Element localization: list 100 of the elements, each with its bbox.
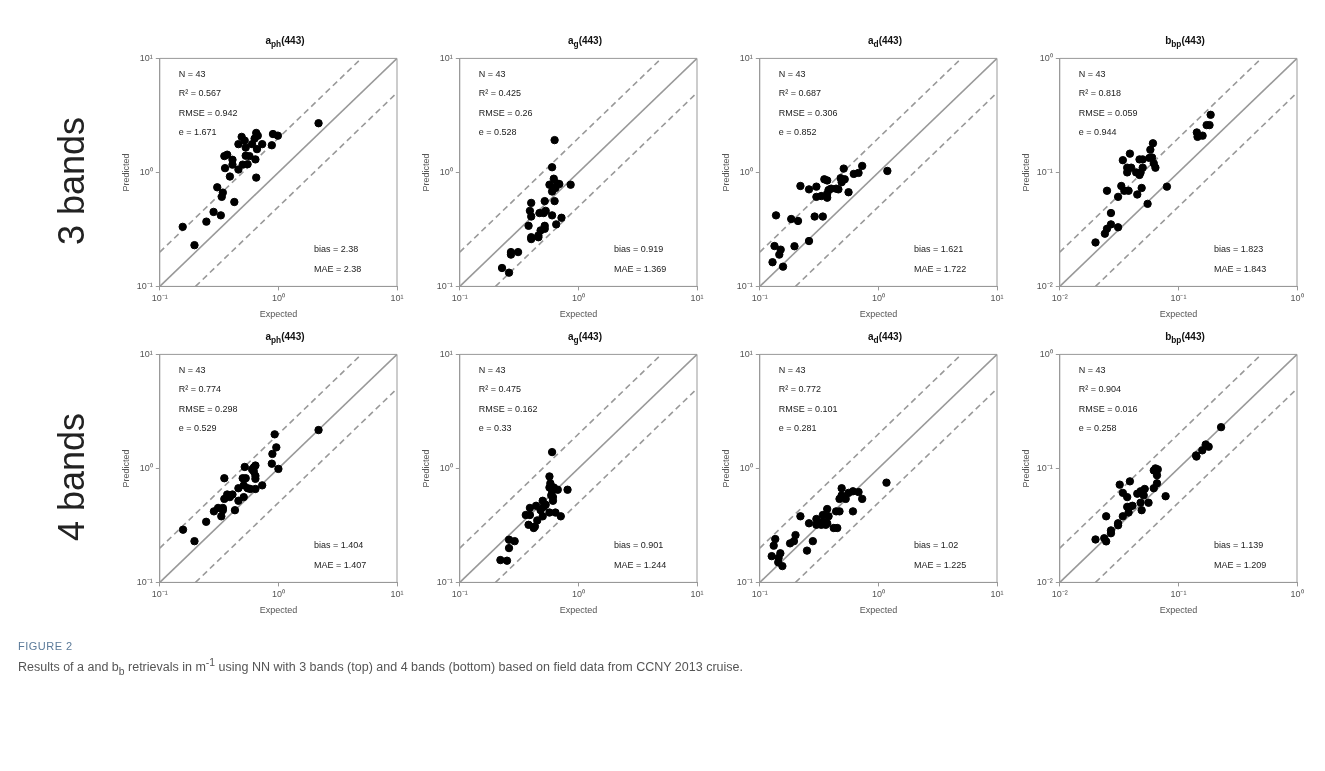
chart-title: a$_{g}$(443) xyxy=(567,330,603,346)
x-tick-label: 10⁻¹ xyxy=(451,293,468,304)
y-tick-label: 10⁻¹ xyxy=(436,576,453,587)
annotation: RMSE = 0.306 xyxy=(778,107,838,118)
x-tick-label: 10¹ xyxy=(990,293,1004,304)
y-tick-label: 10⁰ xyxy=(439,166,453,177)
x-axis-title: Expected xyxy=(559,605,598,616)
annotation: e = 0.281 xyxy=(778,422,817,433)
y-tick-label: 10¹ xyxy=(439,348,453,359)
annotation: RMSE = 0.298 xyxy=(178,403,238,414)
y-axis-title: Predicted xyxy=(120,153,131,192)
y-axis-title: Predicted xyxy=(720,153,731,192)
y-tick-label: 10¹ xyxy=(139,52,153,63)
y-tick-label: 10⁻¹ xyxy=(1036,166,1053,177)
annotation: e = 0.944 xyxy=(1078,126,1117,137)
annotation: e = 0.529 xyxy=(178,422,217,433)
annotation: RMSE = 0.059 xyxy=(1078,107,1138,118)
x-axis-title: Expected xyxy=(859,605,898,616)
x-tick-label: 10¹ xyxy=(990,589,1004,600)
y-tick-label: 10¹ xyxy=(739,348,753,359)
y-axis-title: Predicted xyxy=(120,449,131,488)
x-tick-label: 10⁰ xyxy=(871,589,885,600)
annotation: R² = 0.818 xyxy=(1078,88,1122,99)
x-tick-label: 10⁰ xyxy=(871,293,885,304)
annotation: RMSE = 0.162 xyxy=(478,403,538,414)
y-tick-label: 10⁰ xyxy=(139,462,153,473)
y-tick-label: 10⁻² xyxy=(1036,280,1053,291)
text: Results of a and b$_{b}$ retrievals in m$^{-1}$ using NN with 3 bands (top) and 4 bands (bottom) based on field data from CCNY 2013 cruise. xyxy=(18,657,744,677)
y-tick-label: 10¹ xyxy=(439,52,453,63)
annotation: R² = 0.475 xyxy=(478,384,522,395)
y-tick-label: 10⁻¹ xyxy=(736,576,753,587)
y-tick-label: 10⁻¹ xyxy=(136,576,153,587)
x-tick-label: 10⁻² xyxy=(1051,589,1068,600)
annotation: MAE = 1.225 xyxy=(913,559,967,570)
x-tick-label: 10⁰ xyxy=(571,293,585,304)
y-tick-label: 10¹ xyxy=(739,52,753,63)
annotation: bias = 1.02 xyxy=(913,540,959,551)
x-axis-title: Expected xyxy=(859,309,898,320)
annotation: RMSE = 0.016 xyxy=(1078,403,1138,414)
x-tick-label: 10⁻² xyxy=(1051,293,1068,304)
y-tick-label: 10⁻¹ xyxy=(436,280,453,291)
annotation: MAE = 1.407 xyxy=(313,559,367,570)
x-tick-label: 10⁰ xyxy=(1290,293,1304,304)
annotation: MAE = 1.244 xyxy=(613,559,667,570)
x-axis-title: Expected xyxy=(259,605,298,616)
annotation: e = 0.33 xyxy=(478,422,512,433)
annotation: bias = 2.38 xyxy=(313,244,359,255)
y-tick-label: 10⁰ xyxy=(1039,348,1053,359)
x-tick-label: 10⁻¹ xyxy=(451,589,468,600)
annotation: R² = 0.772 xyxy=(778,384,822,395)
annotation: bias = 1.621 xyxy=(913,244,964,255)
y-tick-label: 10⁰ xyxy=(739,166,753,177)
annotation: bias = 0.919 xyxy=(613,244,664,255)
chart-title: a$_{ph}$(443) xyxy=(264,34,306,50)
y-tick-label: 10⁻¹ xyxy=(136,280,153,291)
annotation: N = 43 xyxy=(1078,68,1106,79)
x-tick-label: 10¹ xyxy=(390,293,404,304)
x-tick-label: 10⁰ xyxy=(1290,589,1304,600)
x-axis-title: Expected xyxy=(259,309,298,320)
annotation: N = 43 xyxy=(478,364,506,375)
annotation: MAE = 2.38 xyxy=(313,263,362,274)
chart-title: a$_{d}$(443) xyxy=(867,330,903,346)
annotation: MAE = 1.843 xyxy=(1213,263,1267,274)
y-axis-title: Predicted xyxy=(1020,449,1031,488)
annotation: MAE = 1.209 xyxy=(1213,559,1267,570)
x-tick-label: 10¹ xyxy=(690,293,704,304)
annotation: R² = 0.567 xyxy=(178,88,222,99)
annotation: e = 1.671 xyxy=(178,126,217,137)
x-tick-label: 10⁰ xyxy=(571,589,585,600)
x-tick-label: 10⁰ xyxy=(271,293,285,304)
annotation: N = 43 xyxy=(778,68,806,79)
annotation: MAE = 1.369 xyxy=(613,263,667,274)
text: FIGURE 2 xyxy=(18,640,74,652)
x-tick-label: 10¹ xyxy=(690,589,704,600)
y-axis-title: Predicted xyxy=(420,449,431,488)
y-tick-label: 10⁰ xyxy=(739,462,753,473)
x-tick-label: 10⁻¹ xyxy=(751,293,768,304)
x-tick-label: 10⁻¹ xyxy=(1170,589,1187,600)
y-tick-label: 10⁻¹ xyxy=(736,280,753,291)
annotation: R² = 0.774 xyxy=(178,384,222,395)
annotation: bias = 1.139 xyxy=(1213,540,1264,551)
text: 4 bands xyxy=(50,411,93,544)
annotation: e = 0.852 xyxy=(778,126,817,137)
y-axis-title: Predicted xyxy=(420,153,431,192)
y-tick-label: 10¹ xyxy=(139,348,153,359)
x-tick-label: 10⁻¹ xyxy=(151,589,168,600)
x-tick-label: 10⁻¹ xyxy=(1170,293,1187,304)
chart-title: b$_{bp}$(443) xyxy=(1164,330,1206,346)
x-tick-label: 10⁻¹ xyxy=(151,293,168,304)
y-axis-title: Predicted xyxy=(720,449,731,488)
y-tick-label: 10⁰ xyxy=(1039,52,1053,63)
y-tick-label: 10⁻² xyxy=(1036,576,1053,587)
chart-title: a$_{ph}$(443) xyxy=(264,330,306,346)
annotation: MAE = 1.722 xyxy=(913,263,967,274)
chart-title: a$_{d}$(443) xyxy=(867,34,903,50)
y-tick-label: 10⁰ xyxy=(439,462,453,473)
x-tick-label: 10¹ xyxy=(390,589,404,600)
chart-title: a$_{g}$(443) xyxy=(567,34,603,50)
y-tick-label: 10⁰ xyxy=(139,166,153,177)
annotation: R² = 0.425 xyxy=(478,88,522,99)
